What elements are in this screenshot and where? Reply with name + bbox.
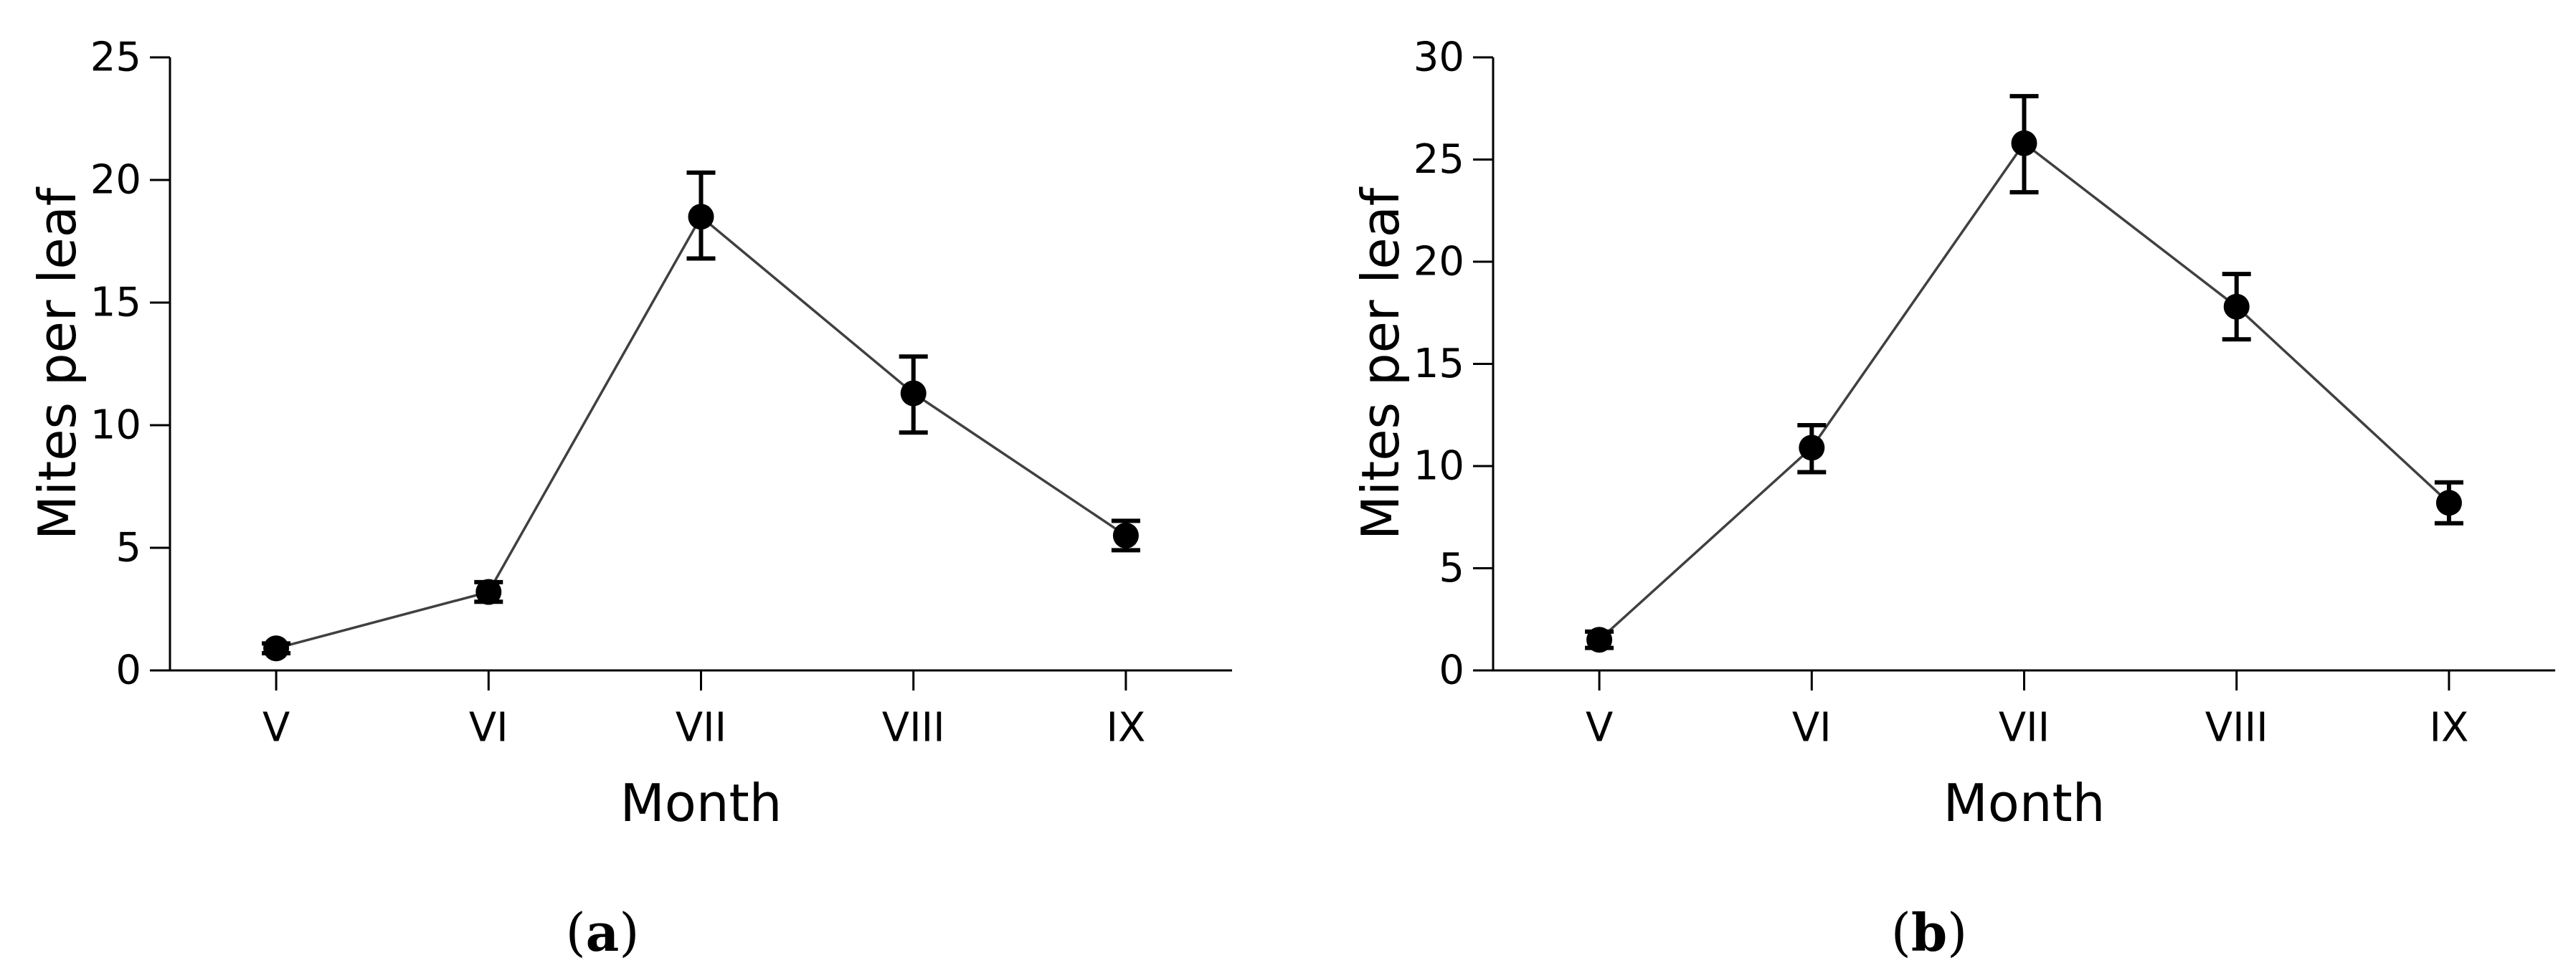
y-tick-label: 25 bbox=[1414, 136, 1464, 183]
data-point bbox=[2223, 293, 2250, 320]
data-point bbox=[1799, 435, 1825, 461]
x-axis-title: Month bbox=[620, 773, 782, 833]
x-tick-label: V bbox=[262, 705, 290, 751]
y-tick-label: 0 bbox=[115, 647, 141, 694]
series-line bbox=[275, 214, 1127, 650]
y-tick-label: 25 bbox=[90, 34, 141, 81]
chart-panel-b: 0 5 10 15 20 25 30 V VI VII VIII IX Month Mites per l… bbox=[1350, 34, 2555, 963]
panel-label: (b) bbox=[1891, 902, 1968, 963]
y-tick-label: 5 bbox=[1439, 545, 1464, 592]
chart-panel-a: 0 5 10 15 20 25 V VI VII VIII IX Month Mites per lea… bbox=[27, 34, 1232, 963]
x-tick-label: VII bbox=[676, 705, 726, 751]
x-tick-label: VII bbox=[1999, 705, 2050, 751]
panel-letter: a bbox=[586, 902, 620, 963]
data-point bbox=[2435, 490, 2462, 516]
x-tick-label: IX bbox=[1106, 705, 1145, 751]
x-tick-label: VI bbox=[1792, 705, 1832, 751]
x-axis-title: Month bbox=[1943, 773, 2106, 833]
data-point bbox=[263, 635, 290, 662]
y-tick-label: 15 bbox=[1414, 341, 1464, 387]
panel-letter: b bbox=[1911, 902, 1947, 963]
y-tick-label: 20 bbox=[90, 157, 141, 204]
y-tick-label: 10 bbox=[90, 402, 141, 449]
data-point bbox=[688, 204, 714, 230]
y-tick-label: 20 bbox=[1414, 239, 1464, 285]
y-axis-title: Mites per leaf bbox=[1350, 186, 1411, 540]
data-point bbox=[1586, 627, 1613, 653]
x-tick-label: IX bbox=[2429, 705, 2468, 751]
panel-label: (a) bbox=[566, 902, 640, 963]
data-point bbox=[1112, 522, 1139, 549]
y-tick-label: 5 bbox=[115, 525, 141, 571]
y-tick-label: 0 bbox=[1439, 647, 1464, 694]
data-point bbox=[475, 579, 502, 605]
y-axis-title: Mites per leaf bbox=[27, 186, 87, 540]
y-tick-label: 15 bbox=[90, 280, 141, 326]
x-tick-label: VIII bbox=[2205, 705, 2268, 751]
data-point bbox=[900, 380, 927, 407]
series-line bbox=[1598, 141, 2450, 641]
x-tick-label: V bbox=[1586, 705, 1613, 751]
x-tick-label: VIII bbox=[882, 705, 945, 751]
data-point bbox=[2011, 130, 2037, 156]
y-tick-label: 10 bbox=[1414, 443, 1464, 490]
x-tick-label: VI bbox=[469, 705, 508, 751]
y-tick-label: 30 bbox=[1414, 34, 1464, 81]
